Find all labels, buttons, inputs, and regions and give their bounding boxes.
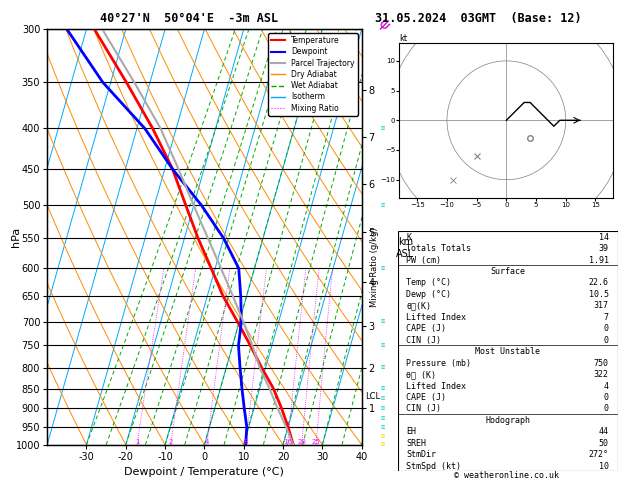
Text: 1: 1 xyxy=(135,439,140,445)
Text: ≡: ≡ xyxy=(381,203,385,208)
Text: 14: 14 xyxy=(599,233,609,242)
Text: StmSpd (kt): StmSpd (kt) xyxy=(406,462,461,471)
X-axis label: Dewpoint / Temperature (°C): Dewpoint / Temperature (°C) xyxy=(125,467,284,477)
Text: 2: 2 xyxy=(169,439,173,445)
Text: 0: 0 xyxy=(604,324,609,333)
Text: hPa: hPa xyxy=(11,227,21,247)
Text: 31.05.2024  03GMT  (Base: 12): 31.05.2024 03GMT (Base: 12) xyxy=(375,12,581,25)
Text: 4: 4 xyxy=(204,439,209,445)
Text: ≡: ≡ xyxy=(381,415,385,421)
Text: 22.6: 22.6 xyxy=(589,278,609,288)
Text: ≡: ≡ xyxy=(381,405,385,411)
Text: 0: 0 xyxy=(604,393,609,402)
Text: 0: 0 xyxy=(604,336,609,345)
Text: ψ: ψ xyxy=(376,16,392,33)
Text: CAPE (J): CAPE (J) xyxy=(406,324,447,333)
Text: Temp (°C): Temp (°C) xyxy=(406,278,452,288)
Text: ≡: ≡ xyxy=(381,396,385,401)
Text: StmDir: StmDir xyxy=(406,451,437,459)
Text: ≡: ≡ xyxy=(381,343,385,348)
Text: 50: 50 xyxy=(599,439,609,448)
Text: Surface: Surface xyxy=(490,267,525,276)
Text: 16: 16 xyxy=(283,439,292,445)
Text: ≡: ≡ xyxy=(381,424,385,430)
Text: θᴇ (K): θᴇ (K) xyxy=(406,370,437,379)
Text: CIN (J): CIN (J) xyxy=(406,336,442,345)
Text: Dewp (°C): Dewp (°C) xyxy=(406,290,452,299)
Text: 0: 0 xyxy=(604,404,609,414)
Text: 20: 20 xyxy=(297,439,306,445)
Text: 7: 7 xyxy=(604,313,609,322)
Text: Lifted Index: Lifted Index xyxy=(406,382,466,391)
Text: 750: 750 xyxy=(594,359,609,368)
Text: Hodograph: Hodograph xyxy=(485,416,530,425)
Text: K: K xyxy=(406,233,411,242)
Text: LCL: LCL xyxy=(365,392,380,401)
Text: CAPE (J): CAPE (J) xyxy=(406,393,447,402)
Text: ≡: ≡ xyxy=(381,125,385,131)
Text: 272°: 272° xyxy=(589,451,609,459)
Text: 39: 39 xyxy=(599,244,609,253)
Text: ≡: ≡ xyxy=(381,319,385,325)
Text: ≡: ≡ xyxy=(381,385,385,392)
Text: PW (cm): PW (cm) xyxy=(406,256,442,264)
Text: 40°27'N  50°04'E  -3m ASL: 40°27'N 50°04'E -3m ASL xyxy=(99,12,278,25)
Text: 25: 25 xyxy=(311,439,320,445)
Text: EH: EH xyxy=(406,427,416,436)
Text: Totals Totals: Totals Totals xyxy=(406,244,471,253)
Text: kt: kt xyxy=(399,34,408,43)
Text: θᴇ(K): θᴇ(K) xyxy=(406,301,431,311)
Text: 317: 317 xyxy=(594,301,609,311)
Text: 4: 4 xyxy=(604,382,609,391)
Legend: Temperature, Dewpoint, Parcel Trajectory, Dry Adiabat, Wet Adiabat, Isotherm, Mi: Temperature, Dewpoint, Parcel Trajectory… xyxy=(269,33,358,116)
Text: Mixing Ratio (g/kg): Mixing Ratio (g/kg) xyxy=(370,227,379,307)
Text: SREH: SREH xyxy=(406,439,426,448)
Text: 10.5: 10.5 xyxy=(589,290,609,299)
Text: ≡: ≡ xyxy=(381,265,385,271)
Text: 44: 44 xyxy=(599,427,609,436)
Text: 322: 322 xyxy=(594,370,609,379)
Text: © weatheronline.co.uk: © weatheronline.co.uk xyxy=(454,471,559,480)
Text: ≡: ≡ xyxy=(381,364,385,371)
Text: 10: 10 xyxy=(599,462,609,471)
Text: Pressure (mb): Pressure (mb) xyxy=(406,359,471,368)
Text: 1.91: 1.91 xyxy=(589,256,609,264)
Text: Most Unstable: Most Unstable xyxy=(475,347,540,356)
Text: ≡: ≡ xyxy=(381,433,385,439)
Text: 8: 8 xyxy=(243,439,248,445)
Text: ≡: ≡ xyxy=(381,442,385,448)
Y-axis label: km
ASL: km ASL xyxy=(396,237,415,259)
Text: Lifted Index: Lifted Index xyxy=(406,313,466,322)
Text: CIN (J): CIN (J) xyxy=(406,404,442,414)
